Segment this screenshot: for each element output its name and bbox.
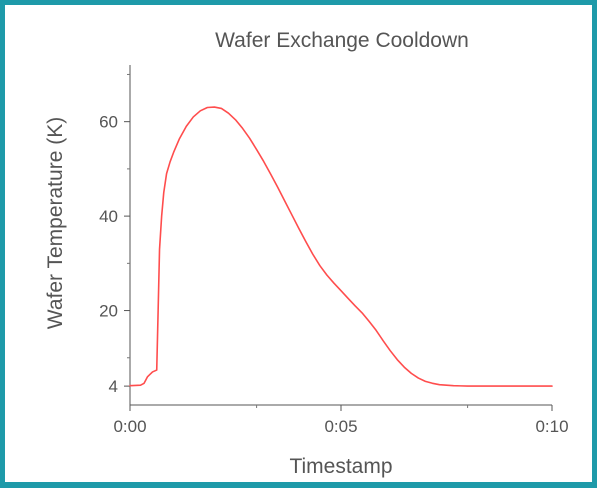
x-tick-label: 0:00 (113, 417, 146, 436)
y-tick-label: 20 (99, 302, 118, 321)
y-ticks: 4 20 40 60 (99, 73, 130, 396)
y-axis-label: Wafer Temperature (K) (44, 117, 67, 329)
y-tick-label: 40 (99, 207, 118, 226)
y-tick-label: 60 (99, 113, 118, 132)
x-ticks: 0:00 0:05 0:10 (113, 405, 569, 436)
x-axis-label: Timestamp (289, 455, 392, 478)
series-line-temperature (129, 106, 553, 387)
y-tick-label: 4 (109, 377, 118, 396)
x-tick-label: 0:05 (324, 417, 357, 436)
chart: Wafer Exchange Cooldown Wafer Temperatur… (44, 29, 569, 478)
chart-title: Wafer Exchange Cooldown (215, 29, 469, 52)
series-layer (129, 106, 553, 387)
x-tick-label: 0:10 (535, 417, 568, 436)
